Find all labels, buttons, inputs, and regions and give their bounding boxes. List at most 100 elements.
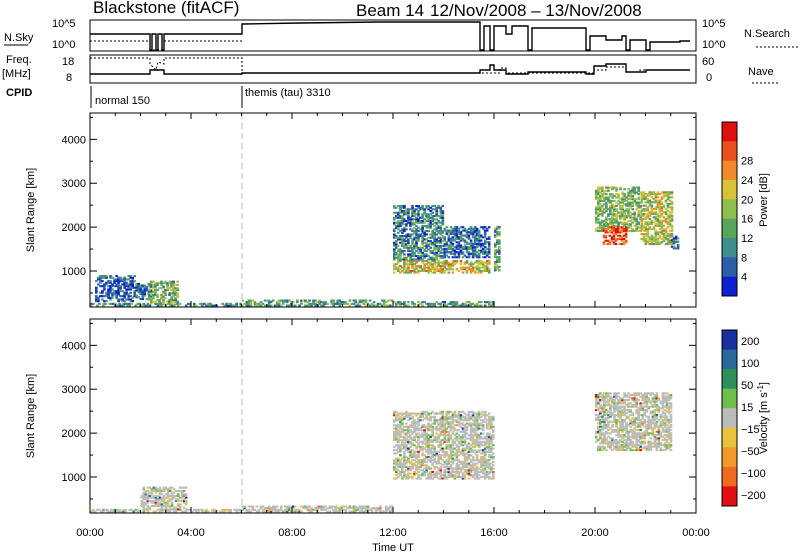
range-gate-cell <box>225 304 228 307</box>
range-gate-cell <box>409 475 412 478</box>
range-gate-cell <box>437 225 440 228</box>
range-gate-cell <box>637 419 640 422</box>
range-gate-cell <box>485 447 489 450</box>
range-gate-cell <box>668 241 672 244</box>
range-gate-cell <box>619 414 622 417</box>
range-gate-cell <box>413 470 416 473</box>
range-gate-cell <box>403 465 406 468</box>
range-gate-cell <box>180 496 184 499</box>
range-gate-cell <box>483 454 487 457</box>
range-gate-cell <box>427 434 430 437</box>
range-gate-cell <box>451 261 455 264</box>
range-gate-cell <box>439 302 443 305</box>
range-gate-cell <box>463 229 467 232</box>
range-gate-cell <box>625 445 628 448</box>
range-gate-cell <box>285 505 289 508</box>
range-gate-cell <box>599 425 602 428</box>
range-gate-cell <box>407 435 410 438</box>
range-gate-cell <box>640 209 644 212</box>
range-gate-cell <box>427 475 430 478</box>
range-gate-cell <box>439 447 443 450</box>
range-gate-cell <box>601 188 604 191</box>
range-gate-cell <box>117 280 120 283</box>
range-gate-cell <box>627 194 630 197</box>
range-gate-cell <box>660 198 664 201</box>
range-gate-cell <box>318 505 321 508</box>
range-gate-cell <box>487 261 491 264</box>
range-gate-cell <box>393 251 396 254</box>
range-gate-cell <box>660 214 664 217</box>
range-gate-cell <box>463 434 467 437</box>
range-gate-cell <box>449 268 453 271</box>
range-gate-cell <box>605 437 608 440</box>
range-gate-cell <box>637 196 640 199</box>
range-gate-cell <box>176 280 179 283</box>
range-gate-cell <box>435 206 438 209</box>
range-gate-cell <box>635 221 638 224</box>
range-gate-cell <box>431 256 434 259</box>
range-gate-cell <box>395 236 398 239</box>
range-gate-cell <box>397 258 400 261</box>
range-gate-cell <box>105 276 108 279</box>
range-gate-cell <box>455 445 459 448</box>
range-gate-cell <box>467 467 471 470</box>
range-gate-cell <box>103 283 106 286</box>
range-gate-cell <box>166 499 170 502</box>
range-gate-cell <box>103 275 106 278</box>
range-gate-cell <box>481 444 485 447</box>
range-gate-cell <box>401 442 404 445</box>
range-gate-cell <box>439 444 443 447</box>
range-gate-cell <box>427 218 430 221</box>
range-gate-cell <box>415 225 418 228</box>
range-gate-cell <box>627 415 630 418</box>
range-gate-cell <box>429 304 432 307</box>
range-gate-cell <box>115 275 118 278</box>
range-gate-cell <box>411 415 414 418</box>
range-gate-cell <box>403 218 406 221</box>
range-gate-cell <box>399 250 402 253</box>
range-gate-cell <box>129 280 132 283</box>
range-gate-cell <box>602 228 606 231</box>
range-gate-cell <box>429 241 432 244</box>
range-gate-cell <box>443 455 447 458</box>
range-gate-cell <box>459 414 463 417</box>
range-gate-cell <box>312 302 315 305</box>
range-gate-cell <box>674 239 678 242</box>
range-gate-cell <box>461 429 465 432</box>
range-gate-cell <box>652 191 656 194</box>
range-gate-cell <box>610 236 614 239</box>
range-gate-cell <box>421 268 424 271</box>
range-gate-cell <box>421 410 424 413</box>
range-gate-cell <box>435 450 438 453</box>
range-gate-cell <box>433 245 436 248</box>
range-gate-cell <box>473 444 477 447</box>
range-gate-cell <box>646 231 650 234</box>
range-gate-cell <box>443 475 447 478</box>
range-gate-cell <box>407 255 410 258</box>
range-gate-cell <box>487 236 491 239</box>
range-gate-cell <box>176 304 180 307</box>
range-gate-cell <box>423 268 426 271</box>
range-gate-cell <box>447 454 451 457</box>
range-gate-cell <box>139 287 143 290</box>
range-gate-cell <box>421 301 424 304</box>
range-gate-cell <box>431 236 434 239</box>
range-gate-cell <box>405 304 408 307</box>
range-gate-cell <box>471 302 475 305</box>
range-gate-cell <box>152 280 155 283</box>
range-gate-cell <box>627 198 630 201</box>
range-gate-cell <box>490 422 493 425</box>
freq-panel-frame <box>89 54 697 84</box>
range-gate-cell <box>421 206 424 209</box>
range-gate-cell <box>477 412 481 415</box>
range-gate-cell <box>481 462 485 465</box>
range-gate-cell <box>328 507 331 510</box>
range-gate-cell <box>433 215 436 218</box>
range-gate-cell <box>267 510 271 513</box>
range-gate-cell <box>467 469 471 472</box>
range-gate-cell <box>471 469 475 472</box>
range-gate-cell <box>668 191 672 194</box>
range-gate-cell <box>451 239 455 242</box>
range-gate-cell <box>413 455 416 458</box>
range-gate-cell <box>637 435 640 438</box>
